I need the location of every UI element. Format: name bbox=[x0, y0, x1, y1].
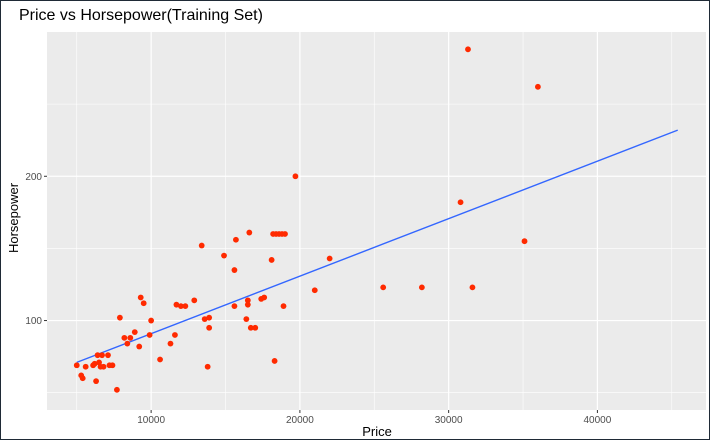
data-point bbox=[82, 363, 89, 370]
data-point bbox=[73, 362, 80, 369]
data-point bbox=[131, 329, 138, 335]
data-point bbox=[252, 324, 259, 331]
data-point bbox=[457, 199, 464, 206]
data-point bbox=[380, 284, 387, 291]
x-tick-label: 20000 bbox=[286, 415, 314, 426]
data-point bbox=[105, 352, 111, 359]
data-point bbox=[247, 324, 254, 331]
x-axis-ticks: 10000 20000 30000 40000 bbox=[137, 410, 612, 426]
data-point bbox=[167, 340, 174, 347]
data-point bbox=[231, 267, 238, 273]
data-point bbox=[418, 284, 425, 291]
data-point bbox=[206, 324, 213, 331]
data-point bbox=[157, 356, 163, 363]
data-point bbox=[521, 238, 528, 245]
major-gridlines bbox=[47, 32, 706, 410]
data-point bbox=[201, 316, 208, 323]
data-point bbox=[127, 334, 134, 341]
data-point bbox=[246, 229, 253, 236]
data-point bbox=[282, 231, 288, 237]
x-tick-label: 30000 bbox=[435, 415, 463, 426]
data-point bbox=[182, 303, 189, 310]
data-point bbox=[177, 303, 184, 310]
data-point bbox=[100, 363, 107, 370]
data-point bbox=[191, 297, 198, 304]
data-point bbox=[198, 242, 205, 249]
x-tick-label: 40000 bbox=[584, 415, 612, 426]
data-point bbox=[116, 314, 123, 321]
data-point bbox=[268, 257, 275, 263]
regression-line bbox=[76, 129, 678, 364]
data-point bbox=[231, 303, 238, 310]
data-point bbox=[280, 303, 287, 310]
data-point bbox=[94, 352, 101, 359]
data-point bbox=[221, 252, 227, 259]
data-point bbox=[204, 363, 211, 370]
data-point bbox=[79, 375, 86, 382]
data-point bbox=[292, 173, 299, 180]
minor-gridlines bbox=[47, 32, 706, 410]
data-point bbox=[465, 46, 471, 53]
x-axis-title: Price bbox=[362, 424, 392, 439]
data-point bbox=[469, 284, 476, 291]
data-point bbox=[140, 300, 147, 307]
y-axis-ticks: 100 200 bbox=[25, 172, 47, 327]
data-point bbox=[233, 236, 239, 243]
plot-panel bbox=[47, 32, 706, 410]
data-point bbox=[146, 332, 153, 338]
data-point bbox=[535, 83, 541, 90]
x-tick-label: 10000 bbox=[137, 415, 165, 426]
points-layer bbox=[73, 46, 541, 393]
data-point bbox=[244, 301, 251, 308]
y-tick-label: 100 bbox=[25, 316, 42, 327]
y-axis-title: Horsepower bbox=[6, 182, 21, 253]
chart-title: Price vs Horsepower(Training Set) bbox=[19, 7, 263, 24]
data-point bbox=[121, 334, 128, 341]
data-point bbox=[136, 343, 143, 350]
data-point bbox=[206, 314, 213, 321]
fit-layer bbox=[76, 129, 678, 364]
data-point bbox=[244, 297, 251, 304]
data-point bbox=[93, 378, 99, 385]
data-point bbox=[173, 301, 180, 308]
data-point bbox=[311, 287, 318, 294]
data-point bbox=[137, 294, 144, 301]
data-point bbox=[124, 340, 131, 347]
data-point bbox=[148, 317, 155, 324]
data-point bbox=[243, 316, 250, 323]
data-point bbox=[114, 386, 120, 393]
data-point bbox=[271, 358, 278, 364]
data-point bbox=[326, 255, 333, 262]
data-point bbox=[261, 294, 268, 301]
y-tick-label: 200 bbox=[25, 172, 42, 183]
data-point bbox=[91, 360, 98, 367]
data-point bbox=[109, 362, 116, 369]
data-point bbox=[172, 332, 178, 338]
data-point bbox=[99, 352, 105, 359]
